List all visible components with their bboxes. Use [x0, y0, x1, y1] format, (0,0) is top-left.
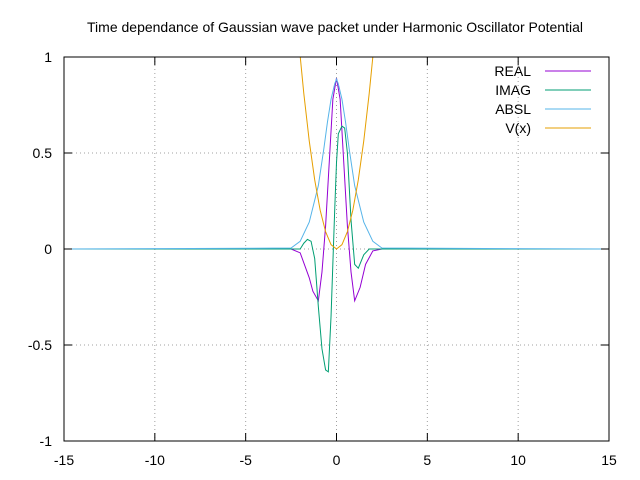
series-line-3 — [299, 57, 374, 250]
legend: REAL IMAG ABSL V(x) — [494, 63, 591, 136]
x-tick-label: 15 — [601, 452, 617, 468]
series-line-1 — [64, 125, 609, 373]
legend-label-3: V(x) — [505, 120, 531, 136]
series-line-2 — [64, 77, 609, 250]
legend-label-0: REAL — [494, 63, 531, 79]
y-tick-label: -0.5 — [28, 337, 52, 353]
ticks: -15 -10 -5 0 5 10 15 -1 -0.5 0 0.5 1 — [28, 49, 617, 468]
y-tick-label: -1 — [40, 433, 53, 449]
x-tick-label: 0 — [333, 452, 341, 468]
y-tick-label: 0 — [44, 241, 52, 257]
x-tick-label: -15 — [54, 452, 74, 468]
x-tick-label: 5 — [423, 452, 431, 468]
x-tick-label: -10 — [145, 452, 165, 468]
x-tick-label: 10 — [510, 452, 526, 468]
y-tick-label: 0.5 — [33, 145, 53, 161]
legend-label-1: IMAG — [495, 82, 531, 98]
legend-label-2: ABSL — [495, 101, 531, 117]
chart-title: Time dependance of Gaussian wave packet … — [87, 19, 583, 35]
series-lines — [64, 57, 609, 373]
x-tick-label: -5 — [239, 452, 252, 468]
y-tick-label: 1 — [44, 49, 52, 65]
